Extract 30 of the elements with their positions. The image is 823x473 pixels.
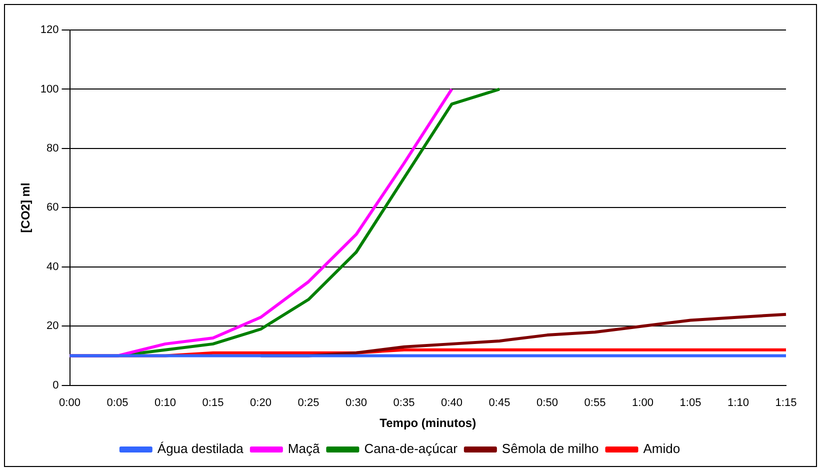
x-tick-label: 0:25 [298, 397, 320, 410]
x-tick-label: 0:35 [393, 397, 415, 410]
x-tick-label: 0:10 [154, 397, 176, 410]
x-tick-label: 0:30 [346, 397, 367, 410]
x-tick-label: 1:15 [775, 397, 797, 410]
y-tick-label: 0 [52, 379, 59, 392]
x-tick-label: 0:55 [584, 397, 606, 410]
y-tick-label: 40 [46, 260, 59, 273]
x-tick-label: 0:00 [59, 397, 80, 410]
legend-label: Água destilada [157, 441, 244, 456]
x-tick-label: 1:00 [632, 397, 654, 410]
x-tick-label: 0:50 [536, 397, 558, 410]
legend-label: Amido [643, 441, 680, 456]
y-tick-label: 60 [46, 202, 59, 214]
x-tick-label: 0:40 [441, 397, 462, 410]
legend-label: Sêmola de milho [502, 441, 599, 456]
y-tick-label: 20 [46, 320, 59, 332]
x-tick-label: 0:45 [488, 397, 510, 410]
y-tick-label: 100 [40, 83, 59, 96]
x-tick-label: 0:05 [106, 397, 128, 410]
x-tick-label: 1:10 [728, 397, 749, 410]
legend-label: Maçã [288, 441, 320, 456]
y-axis-title: [CO2] ml [18, 182, 33, 233]
x-tick-label: 1:05 [680, 397, 702, 410]
x-axis-title: Tempo (minutos) [380, 416, 476, 430]
y-tick-label: 80 [46, 142, 59, 154]
x-tick-label: 0:20 [250, 397, 272, 410]
y-tick-label: 120 [40, 24, 59, 36]
x-tick-label: 0:15 [202, 397, 224, 410]
legend-label: Cana-de-açúcar [364, 441, 458, 456]
